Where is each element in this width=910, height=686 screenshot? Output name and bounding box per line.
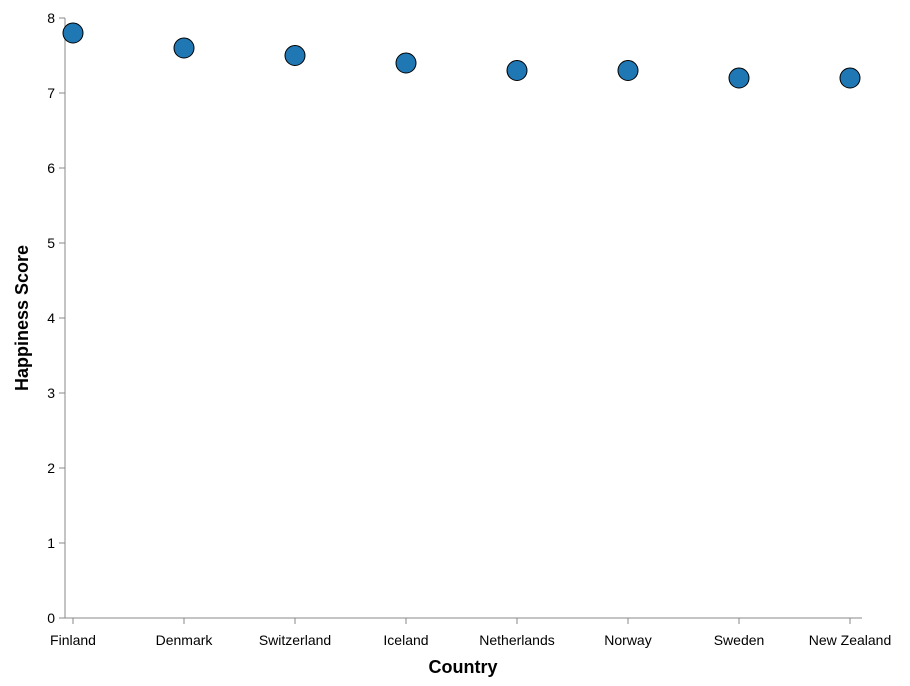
y-axis: 0 1 2 3 4 5 6 7 8 [47,10,66,626]
x-tick-label-finland: Finland [50,632,96,648]
data-points [62,22,861,89]
y-tick-label-4: 4 [47,310,55,326]
y-tick-label-1: 1 [47,535,55,551]
point-netherlands [506,60,528,81]
y-tick-label-3: 3 [47,385,55,401]
x-tick-label-norway: Norway [604,632,651,648]
x-tick-label-new-zealand: New Zealand [809,632,892,648]
y-tick-label-8: 8 [47,10,55,26]
y-axis-title: Happiness Score [12,245,32,391]
y-tick-label-2: 2 [47,460,55,476]
point-denmark [173,37,195,59]
x-tick-label-iceland: Iceland [383,632,428,648]
y-tick-label-6: 6 [47,160,55,176]
x-tick-label-switzerland: Switzerland [259,632,331,648]
y-tick-label-5: 5 [47,235,55,251]
point-finland [62,22,84,44]
x-tick-label-sweden: Sweden [714,632,765,648]
point-sweden [728,67,750,89]
x-tick-label-denmark: Denmark [156,632,214,648]
x-axis: Finland Denmark Switzerland Iceland Netherla… [50,617,892,648]
y-tick-label-0: 0 [47,610,55,626]
x-axis-title: Country [429,657,498,677]
point-iceland [395,52,417,74]
point-new-zealand [839,67,861,89]
point-switzerland [284,45,306,66]
point-norway [617,60,639,81]
x-tick-label-netherlands: Netherlands [479,632,555,648]
y-tick-label-7: 7 [47,85,55,101]
